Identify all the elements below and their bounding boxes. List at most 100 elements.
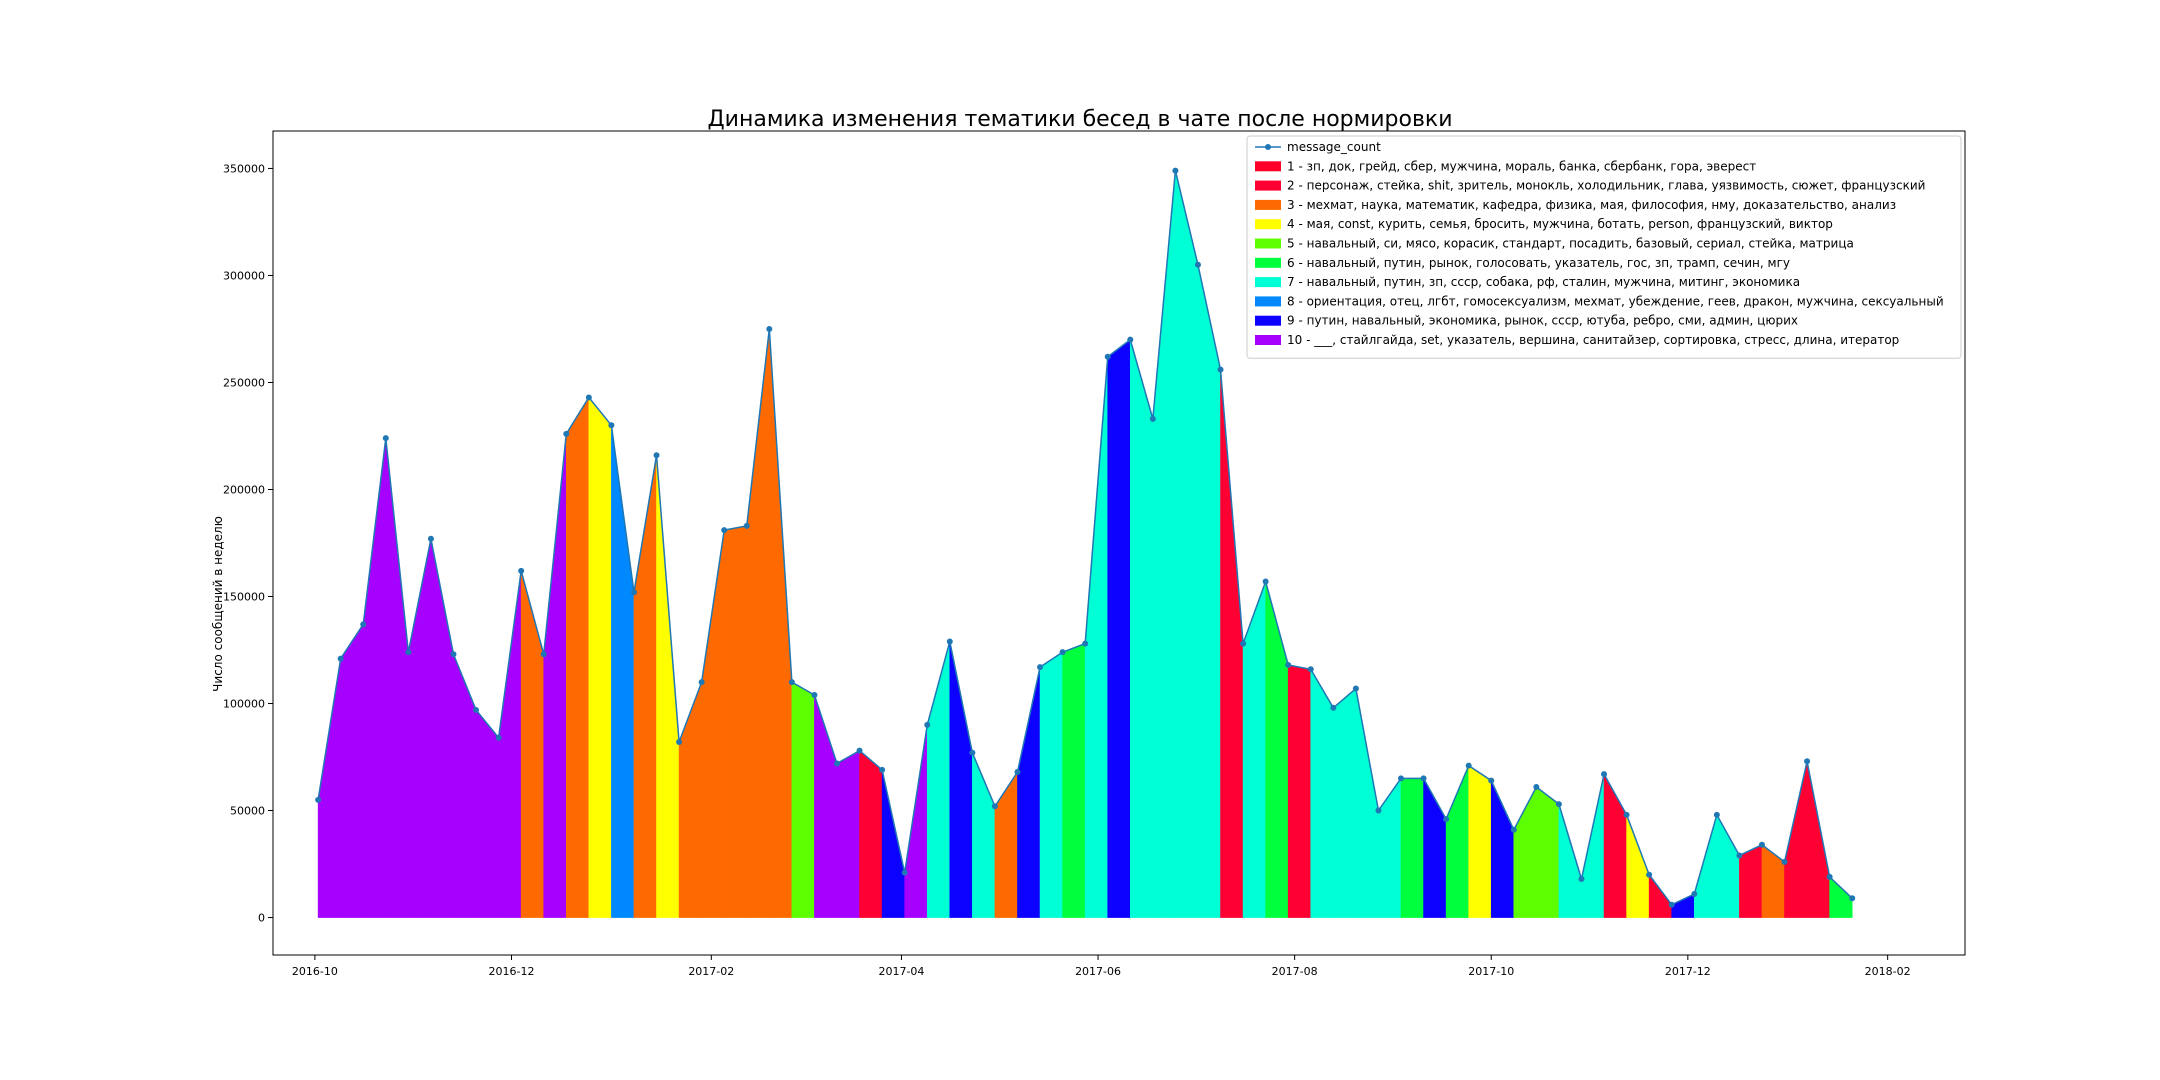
x-tick-label: 2017-04 xyxy=(878,965,924,978)
data-point xyxy=(901,869,908,876)
data-point xyxy=(1307,666,1314,673)
data-point xyxy=(721,527,728,534)
y-tick-label: 0 xyxy=(258,912,265,925)
data-point xyxy=(1330,704,1337,711)
data-point xyxy=(1262,578,1269,585)
data-point xyxy=(450,651,457,658)
y-axis-ticks: 0 50000 100000 150000 200000 250000 300000 3500… xyxy=(223,162,273,925)
legend-swatch xyxy=(1255,257,1281,268)
data-point xyxy=(1217,366,1224,373)
data-point xyxy=(788,679,795,686)
plot-frame xyxy=(272,130,1966,956)
data-point xyxy=(856,747,863,754)
x-axis-ticks: 2016-10 2016-12 2017-02 2017-04 2017-06 2017-… xyxy=(292,955,1911,978)
x-tick-label: 2017-12 xyxy=(1665,965,1711,978)
data-point xyxy=(585,394,592,401)
data-point xyxy=(427,535,434,542)
topic-area-segment xyxy=(723,525,748,918)
data-point xyxy=(1082,640,1089,647)
topic-area-segment xyxy=(1310,668,1334,918)
topic-area-segment xyxy=(1175,170,1199,918)
data-point xyxy=(1443,816,1450,823)
y-tick-label: 50000 xyxy=(230,805,265,818)
legend-box xyxy=(1246,135,1962,359)
data-point xyxy=(1149,415,1156,422)
topic-area-segment xyxy=(475,709,499,918)
legend-swatch xyxy=(1255,161,1281,172)
topic-area-segment xyxy=(859,749,883,918)
topic-area-segment xyxy=(1287,664,1312,918)
data-point xyxy=(405,649,412,656)
data-point xyxy=(563,430,570,437)
legend-swatch xyxy=(1255,277,1281,288)
x-tick-label: 2017-08 xyxy=(1272,965,1318,978)
data-point xyxy=(1127,336,1134,343)
legend-label: 2 - персонаж, стейка, shit, зритель, мон… xyxy=(1287,179,1925,193)
data-point xyxy=(1713,811,1720,818)
data-point xyxy=(879,766,886,773)
data-point xyxy=(743,522,750,529)
data-point xyxy=(1601,771,1608,778)
legend-label: 7 - навальный, путин, зп, ссср, собака, … xyxy=(1287,275,1800,289)
data-point xyxy=(1826,873,1833,880)
data-point xyxy=(1104,353,1111,360)
topic-area-segment xyxy=(1197,264,1221,918)
data-point xyxy=(834,760,840,767)
topic-area-segment xyxy=(1536,786,1560,918)
legend-label: 9 - путин, навальный, экономика, рынок, … xyxy=(1287,314,1798,328)
legend-swatch xyxy=(1255,219,1281,230)
legend-label: 1 - зп, док, грейд, сбер, мужчина, морал… xyxy=(1287,159,1756,173)
data-point xyxy=(1510,826,1517,833)
data-point xyxy=(540,651,547,658)
topic-area-segment xyxy=(1062,643,1086,918)
x-tick-label: 2017-06 xyxy=(1075,965,1121,978)
data-point xyxy=(518,567,525,574)
legend-swatch xyxy=(1255,335,1281,345)
y-tick-label: 200000 xyxy=(223,483,265,496)
legend-label: 3 - мехмат, наука, математик, кафедра, ф… xyxy=(1287,198,1896,212)
data-point xyxy=(1849,895,1856,902)
data-point xyxy=(495,734,502,741)
topic-area-segment xyxy=(1129,339,1154,918)
x-tick-label: 2016-10 xyxy=(292,965,338,978)
topic-area-segment xyxy=(340,623,364,918)
legend-swatch xyxy=(1255,199,1281,210)
legend-line-marker xyxy=(1265,144,1271,150)
data-point xyxy=(1804,758,1811,765)
y-tick-label: 150000 xyxy=(223,591,265,604)
data-point xyxy=(1646,871,1653,878)
data-point xyxy=(1420,775,1427,782)
data-point xyxy=(1194,261,1201,268)
data-point xyxy=(1781,858,1788,865)
y-tick-label: 350000 xyxy=(223,162,265,175)
legend-label: 4 - мая, const, курить, семья, бросить, … xyxy=(1287,217,1833,231)
y-tick-label: 250000 xyxy=(223,376,265,389)
data-point xyxy=(969,749,976,756)
data-point xyxy=(1059,649,1066,656)
data-point xyxy=(337,655,344,662)
data-point xyxy=(1398,775,1404,782)
message-count-markers xyxy=(315,167,1856,908)
data-point xyxy=(630,589,637,596)
data-point xyxy=(676,739,683,746)
topic-area-fills xyxy=(317,170,1853,918)
data-point xyxy=(766,325,773,332)
topic-area-segment xyxy=(1039,651,1063,918)
legend-swatch xyxy=(1255,238,1281,249)
data-point xyxy=(1736,852,1743,859)
legend-label: 10 - ___, стайлгайда, set, указатель, ве… xyxy=(1287,333,1899,347)
data-point xyxy=(811,691,818,698)
data-point xyxy=(1488,777,1495,784)
legend-swatch xyxy=(1255,180,1281,191)
data-point xyxy=(1555,801,1562,808)
data-point xyxy=(1691,891,1698,898)
data-point xyxy=(1578,876,1585,883)
topic-area-segment xyxy=(1107,339,1131,918)
x-tick-label: 2017-02 xyxy=(688,965,734,978)
data-point xyxy=(473,706,480,713)
data-point xyxy=(1240,640,1247,647)
data-point xyxy=(1758,841,1765,848)
data-point xyxy=(991,803,998,810)
topic-area-segment xyxy=(1468,765,1492,918)
